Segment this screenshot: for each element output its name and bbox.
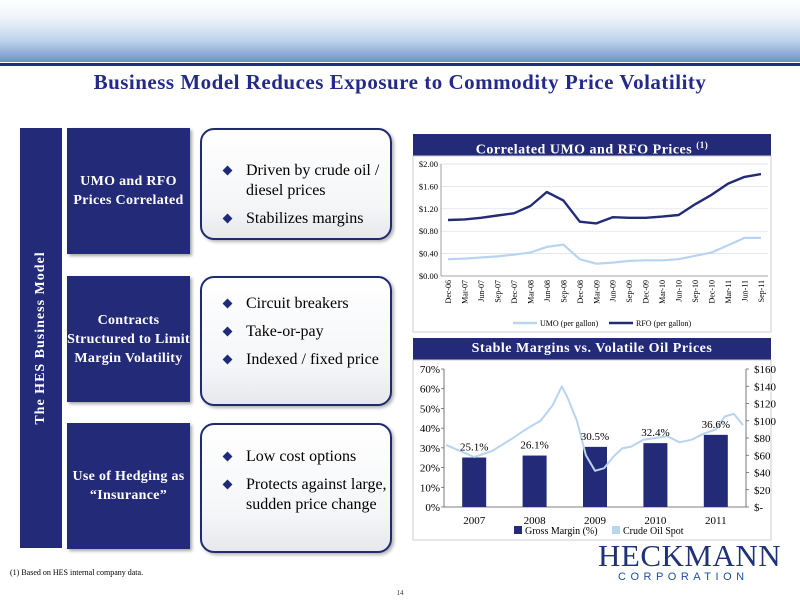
- chart1-x-tick-label: Sep-07: [493, 280, 502, 303]
- rfo-price-line: [447, 172, 762, 225]
- side-label-bar: [20, 128, 62, 548]
- bullet-item: Stabilizes margins: [202, 209, 390, 229]
- chart1-x-tick-label: Dec-08: [576, 280, 585, 304]
- chart1-x-tick-label: Jun-07: [477, 280, 486, 302]
- chart1-x-tick-label: Dec-09: [642, 280, 651, 304]
- chart2-x-tick-label: 2011: [705, 515, 727, 527]
- bullet-item: Low cost options: [202, 447, 390, 467]
- gross-margin-data-label: 26.1%: [520, 440, 548, 452]
- chart1-x-tick-label: Sep-09: [625, 280, 634, 303]
- chart2-legend-swatch: [612, 526, 620, 534]
- chart1-x-tick-label: Mar-07: [460, 280, 469, 304]
- chart1-x-tick-label: Mar-08: [526, 280, 535, 304]
- crude-oil-spot-line: [445, 385, 744, 472]
- chart1-title: Correlated UMO and RFO Prices: [475, 142, 693, 158]
- section-label-1: UMO and RFO Prices Correlated: [67, 128, 190, 254]
- chart2-x-tick-label: 2007: [463, 515, 486, 527]
- section-bullets-3: Low cost options Protects against large,…: [200, 423, 392, 553]
- chart2-y-tick-label: 50%: [420, 403, 440, 415]
- gross-margin-data-label: 32.4%: [641, 427, 669, 439]
- chart1-y-tick-label: $1.20: [419, 204, 438, 214]
- section-bullets-1: Driven by crude oil / diesel prices Stab…: [200, 128, 392, 240]
- chart1-y-tick-label: $0.00: [419, 271, 438, 281]
- chart2-y2-tick-label: $100: [754, 416, 777, 428]
- chart2-y-tick-label: 20%: [420, 463, 440, 475]
- bullet-item: Indexed / fixed price: [202, 350, 390, 370]
- gross-margin-data-label: 36.6%: [702, 419, 730, 431]
- section-label-3: Use of Hedging as “Insurance”: [67, 423, 190, 549]
- chart2-y2-tick-label: $120: [754, 399, 777, 411]
- chart2-y2-tick-label: $140: [754, 381, 777, 393]
- chart2-y2-tick-label: $-: [754, 502, 764, 514]
- chart2-y-tick-label: 10%: [420, 482, 440, 494]
- chart2-legend-label: Crude Oil Spot: [623, 526, 684, 537]
- chart1-x-tick-label: Jun-09: [609, 280, 618, 302]
- gross-margin-bar: [522, 455, 547, 507]
- chart2-y2-tick-label: $20: [754, 485, 771, 497]
- chart2-y-tick-label: 60%: [420, 384, 440, 396]
- chart2-y-tick-label: 30%: [420, 443, 440, 455]
- chart2-y2-tick-label: $80: [754, 433, 771, 445]
- section-label-2: Contracts Structured to Limit Margin Vol…: [67, 276, 190, 402]
- chart1-x-tick-label: Jun-08: [543, 280, 552, 302]
- chart2-y2-tick-label: $60: [754, 450, 771, 462]
- chart1-title-note: (1): [696, 140, 709, 150]
- footnote: (1) Based on HES internal company data.: [10, 568, 144, 577]
- chart1-title-bar: Correlated UMO and RFO Prices (1): [413, 134, 771, 158]
- header-band: [0, 0, 800, 62]
- page-number: 14: [396, 589, 404, 597]
- bullet-item: Protects against large, sudden price cha…: [202, 475, 390, 515]
- chart2-x-tick-label: 2008: [524, 515, 547, 527]
- bullet-item: Take-or-pay: [202, 322, 390, 342]
- chart1-y-tick-label: $0.80: [419, 226, 438, 236]
- chart2-title-bar: Stable Margins vs. Volatile Oil Prices: [413, 338, 771, 360]
- chart1-x-tick-label: Sep-10: [691, 280, 700, 303]
- chart1-legend-label: RFO (per gallon): [636, 319, 691, 328]
- company-logo: HECKMANN CORPORATION: [598, 538, 781, 588]
- chart1-x-tick-label: Mar-09: [592, 280, 601, 304]
- gross-margin-data-label: 30.5%: [581, 431, 609, 443]
- logo-subtitle: CORPORATION: [618, 571, 749, 583]
- header-divider: [0, 63, 800, 66]
- chart2-legend-label: Gross Margin (%): [525, 526, 598, 537]
- gross-margin-bar: [703, 434, 728, 507]
- chart1-y-tick-label: $2.00: [419, 159, 438, 169]
- chart2-y-tick-label: 70%: [420, 364, 440, 376]
- chart1-x-tick-label: Dec-06: [444, 280, 453, 304]
- logo-name: HECKMANN: [598, 538, 782, 573]
- chart1-x-tick-label: Dec-10: [708, 280, 717, 304]
- bullet-item: Circuit breakers: [202, 294, 390, 314]
- chart2-legend-swatch: [514, 526, 522, 534]
- chart2-y2-tick-label: $40: [754, 468, 771, 480]
- chart1-x-tick-label: Mar-10: [658, 280, 667, 304]
- section-bullets-2: Circuit breakers Take-or-pay Indexed / f…: [200, 276, 392, 406]
- chart1-x-tick-label: Sep-11: [757, 280, 766, 302]
- umo-price-line: [447, 236, 761, 265]
- chart2-title: Stable Margins vs. Volatile Oil Prices: [471, 341, 713, 356]
- chart2-x-tick-label: 2009: [584, 515, 607, 527]
- chart1-x-tick-label: Jun-10: [675, 280, 684, 302]
- chart2-y2-tick-label: $160: [754, 364, 777, 376]
- chart2-y-tick-label: 0%: [425, 502, 440, 514]
- chart1-y-tick-label: $0.40: [419, 249, 438, 259]
- slide-title: Business Model Reduces Exposure to Commo…: [93, 70, 707, 94]
- chart1-x-tick-label: Mar-11: [724, 280, 733, 304]
- chart1-frame: [412, 155, 772, 333]
- chart1-y-tick-label: $1.60: [419, 181, 438, 191]
- bullet-item: Driven by crude oil / diesel prices: [202, 161, 390, 201]
- chart2-y-tick-label: 40%: [420, 423, 440, 435]
- gross-margin-bar: [462, 457, 487, 507]
- gross-margin-data-label: 25.1%: [460, 442, 488, 454]
- chart1-x-tick-label: Jun-11: [741, 280, 750, 301]
- gross-margin-bar: [643, 443, 668, 507]
- chart1-legend-label: UMO (per gallon): [540, 319, 599, 328]
- chart1-x-tick-label: Sep-08: [559, 280, 568, 303]
- chart1-x-tick-label: Dec-07: [510, 280, 519, 304]
- chart2-x-tick-label: 2010: [644, 515, 667, 527]
